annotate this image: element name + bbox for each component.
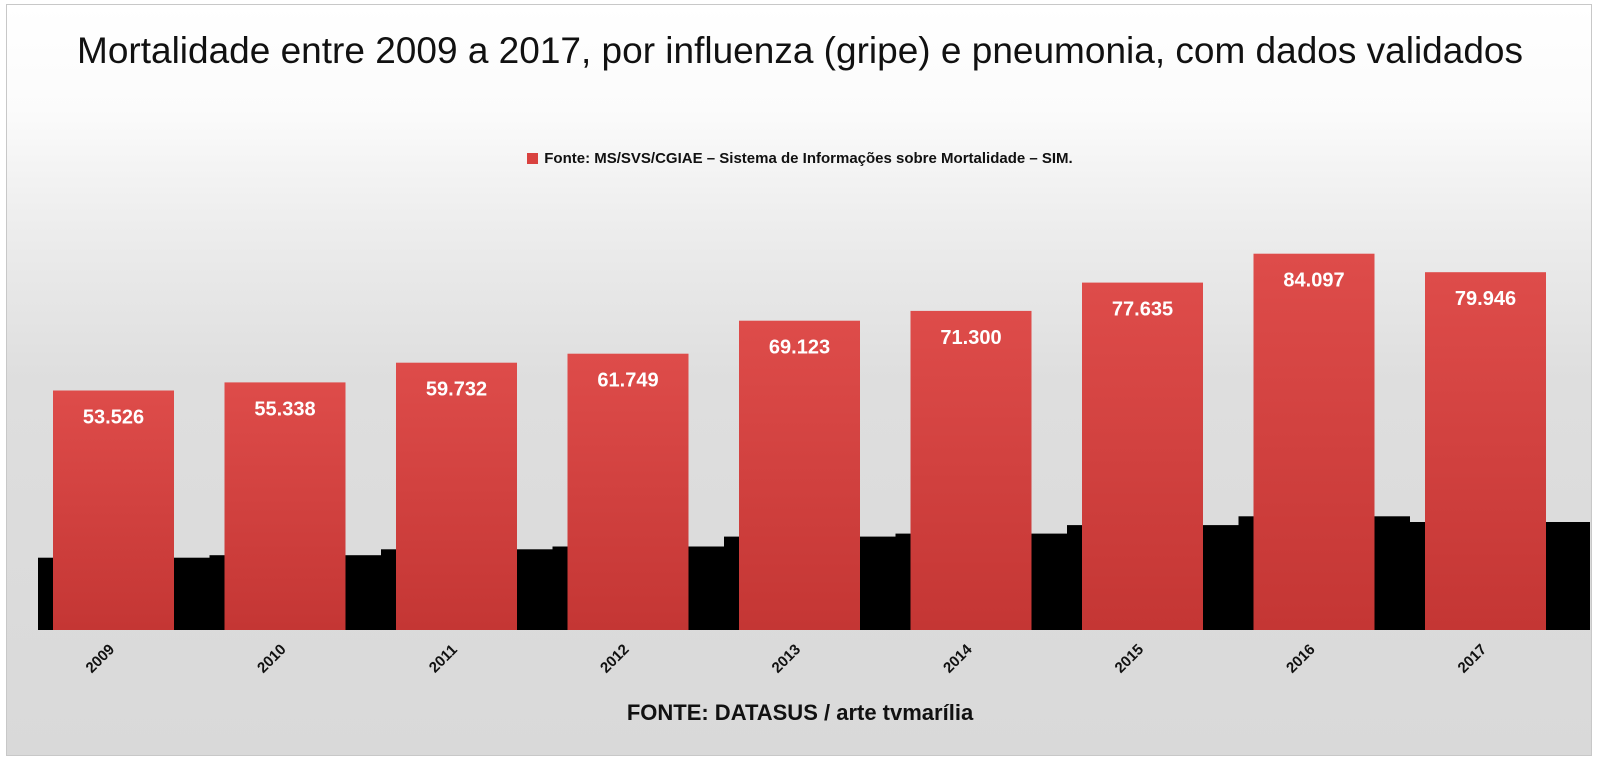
x-tick-label: 2011 [426, 641, 461, 676]
bar [1253, 253, 1375, 630]
x-tick-label: 2017 [1455, 641, 1491, 677]
chart-title: Mortalidade entre 2009 a 2017, por influ… [77, 30, 1523, 71]
bar [1425, 272, 1546, 630]
bar-layer [53, 253, 1546, 630]
chart-legend: Fonte: MS/SVS/CGIAE – Sistema de Informa… [0, 150, 1600, 167]
legend-swatch [527, 153, 539, 164]
x-tick-label: 2016 [1283, 641, 1319, 677]
data-label: 69.123 [769, 337, 830, 359]
data-label: 55.338 [254, 398, 315, 420]
data-label: 84.097 [1283, 270, 1344, 292]
bar [567, 353, 689, 630]
data-label: 79.946 [1455, 288, 1516, 310]
bar-chart: 53.526 55.338 59.732 61.749 69.123 71.300 77.6… [38, 253, 1590, 677]
data-label: 61.749 [597, 370, 658, 392]
x-tick-label: 2013 [769, 641, 805, 677]
bar [910, 310, 1032, 630]
data-label: 53.526 [83, 407, 144, 429]
data-label: 71.300 [940, 327, 1001, 349]
data-label: 77.635 [1112, 299, 1173, 321]
legend-label: Fonte: MS/SVS/CGIAE – Sistema de Informa… [544, 150, 1073, 167]
value-labels: 53.526 55.338 59.732 61.749 69.123 71.300 77.6… [83, 270, 1516, 429]
bar [53, 390, 174, 630]
bar [739, 320, 860, 630]
x-tick-label: 2015 [1112, 641, 1148, 677]
x-tick-labels: 2009 2010 2011 2012 2013 2014 2015 2016 2017 [83, 641, 1491, 677]
bar [396, 362, 517, 630]
x-axis-title: FONTE: DATASUS / arte tvmarília [626, 700, 974, 725]
bar [1082, 282, 1203, 630]
x-tick-label: 2009 [83, 641, 119, 677]
x-tick-label: 2012 [597, 641, 633, 677]
x-tick-label: 2014 [940, 641, 976, 677]
x-tick-label: 2010 [254, 641, 290, 677]
data-label: 59.732 [426, 379, 487, 401]
bar [224, 382, 346, 630]
